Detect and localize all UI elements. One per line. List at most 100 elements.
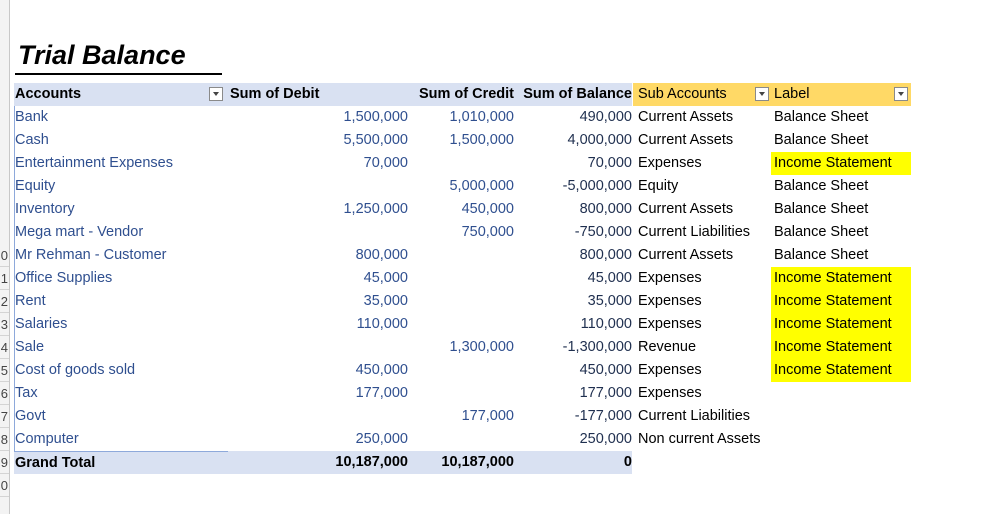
sub-account-cell[interactable]: Revenue: [638, 339, 697, 355]
label-cell[interactable]: Balance Sheet: [774, 224, 869, 240]
sub-account-cell[interactable]: Current Liabilities: [638, 224, 751, 240]
sub-account-cell[interactable]: Current Assets: [638, 247, 734, 263]
credit-cell[interactable]: 450,000: [461, 201, 514, 217]
credit-cell[interactable]: [408, 152, 514, 175]
balance-cell[interactable]: -177,000: [574, 408, 632, 424]
grand-total-label[interactable]: Grand Total: [14, 451, 228, 474]
label-cell[interactable]: Balance Sheet: [774, 201, 869, 217]
balance-header[interactable]: Sum of Balance: [514, 83, 632, 106]
label-cell[interactable]: Income Statement: [771, 267, 911, 290]
row-number-cell[interactable]: 0: [0, 244, 9, 267]
row-number-cell[interactable]: 3: [0, 313, 9, 336]
grand-total-debit[interactable]: 10,187,000: [228, 451, 408, 474]
balance-cell[interactable]: 177,000: [579, 385, 632, 401]
debit-cell[interactable]: [228, 175, 408, 198]
debit-cell[interactable]: 1,250,000: [343, 201, 408, 217]
debit-cell[interactable]: 250,000: [355, 431, 408, 447]
label-cell[interactable]: Income Statement: [771, 313, 911, 336]
grand-total-credit[interactable]: 10,187,000: [408, 451, 514, 474]
debit-cell[interactable]: 45,000: [363, 270, 408, 286]
row-number-cell[interactable]: 6: [0, 382, 9, 405]
account-cell[interactable]: Cash: [15, 132, 49, 148]
balance-cell[interactable]: 35,000: [587, 293, 632, 309]
label-cell[interactable]: Balance Sheet: [774, 178, 869, 194]
balance-cell[interactable]: -1,300,000: [562, 339, 632, 355]
sub-accounts-header[interactable]: Sub Accounts: [633, 83, 771, 106]
balance-cell[interactable]: -750,000: [574, 224, 632, 240]
credit-cell[interactable]: [408, 313, 514, 336]
account-cell[interactable]: Rent: [15, 293, 46, 309]
account-cell[interactable]: Tax: [15, 385, 38, 401]
credit-cell[interactable]: 1,500,000: [449, 132, 514, 148]
debit-cell[interactable]: [228, 336, 408, 359]
debit-cell[interactable]: 1,500,000: [343, 109, 408, 125]
balance-cell[interactable]: 45,000: [587, 270, 632, 286]
debit-cell[interactable]: 177,000: [355, 385, 408, 401]
credit-cell[interactable]: [408, 267, 514, 290]
debit-header[interactable]: Sum of Debit: [228, 83, 408, 106]
credit-cell[interactable]: [408, 359, 514, 382]
credit-cell[interactable]: [408, 244, 514, 267]
balance-cell[interactable]: 4,000,000: [567, 132, 632, 148]
balance-cell[interactable]: -5,000,000: [562, 178, 632, 194]
balance-cell[interactable]: 800,000: [579, 201, 632, 217]
sub-account-cell[interactable]: Current Assets: [638, 109, 734, 125]
balance-cell[interactable]: 110,000: [580, 316, 632, 332]
balance-cell[interactable]: 800,000: [579, 247, 632, 263]
sub-accounts-filter-dropdown-icon[interactable]: [755, 87, 769, 101]
account-cell[interactable]: Bank: [15, 109, 49, 125]
sub-account-cell[interactable]: Equity: [638, 178, 679, 194]
sub-account-cell[interactable]: Non current Assets: [638, 431, 761, 447]
sub-account-cell[interactable]: Expenses: [638, 293, 702, 309]
account-cell[interactable]: Cost of goods sold: [15, 362, 136, 378]
credit-header[interactable]: Sum of Credit: [408, 83, 514, 106]
credit-cell[interactable]: 1,010,000: [449, 109, 514, 125]
sub-account-cell[interactable]: Expenses: [638, 362, 702, 378]
account-cell[interactable]: Sale: [15, 339, 45, 355]
debit-cell[interactable]: 35,000: [363, 293, 408, 309]
balance-cell[interactable]: 250,000: [579, 431, 632, 447]
row-number-cell[interactable]: 1: [0, 267, 9, 290]
balance-cell[interactable]: 490,000: [579, 109, 632, 125]
row-number-cell[interactable]: 7: [0, 405, 9, 428]
accounts-filter-dropdown-icon[interactable]: [209, 87, 223, 101]
balance-cell[interactable]: 70,000: [587, 155, 632, 171]
label-cell[interactable]: [771, 382, 911, 405]
row-number-cell[interactable]: 4: [0, 336, 9, 359]
sub-account-cell[interactable]: Expenses: [638, 155, 702, 171]
row-number-cell[interactable]: 2: [0, 290, 9, 313]
debit-cell[interactable]: 5,500,000: [343, 132, 408, 148]
credit-cell[interactable]: 5,000,000: [449, 178, 514, 194]
label-cell[interactable]: [771, 428, 911, 451]
credit-cell[interactable]: 177,000: [461, 408, 514, 424]
sub-account-cell[interactable]: Expenses: [638, 270, 702, 286]
account-cell[interactable]: Inventory: [15, 201, 75, 217]
label-cell[interactable]: Income Statement: [771, 152, 911, 175]
row-number-cell[interactable]: 8: [0, 428, 9, 451]
account-cell[interactable]: Office Supplies: [15, 270, 113, 286]
label-cell[interactable]: [771, 405, 911, 428]
account-cell[interactable]: Mega mart - Vendor: [15, 224, 144, 240]
grand-total-balance[interactable]: 0: [514, 451, 632, 474]
label-header[interactable]: Label: [771, 83, 911, 106]
account-cell[interactable]: Computer: [15, 431, 79, 447]
credit-cell[interactable]: [408, 382, 514, 405]
label-cell[interactable]: Balance Sheet: [774, 109, 869, 125]
debit-cell[interactable]: 70,000: [363, 155, 408, 171]
debit-cell[interactable]: 450,000: [355, 362, 408, 378]
account-cell[interactable]: Govt: [15, 408, 46, 424]
sub-account-cell[interactable]: Current Assets: [638, 201, 734, 217]
row-number-cell[interactable]: 9: [0, 451, 9, 474]
row-number-cell[interactable]: 0: [0, 474, 9, 497]
label-cell[interactable]: Balance Sheet: [774, 132, 869, 148]
label-cell[interactable]: Income Statement: [771, 336, 911, 359]
sub-account-cell[interactable]: Current Liabilities: [638, 408, 751, 424]
credit-cell[interactable]: [408, 290, 514, 313]
credit-cell[interactable]: 1,300,000: [449, 339, 514, 355]
sub-account-cell[interactable]: Expenses: [638, 316, 702, 332]
account-cell[interactable]: Entertainment Expenses: [15, 155, 173, 171]
sub-account-cell[interactable]: Current Assets: [638, 132, 734, 148]
label-filter-dropdown-icon[interactable]: [894, 87, 908, 101]
debit-cell[interactable]: [228, 405, 408, 428]
account-cell[interactable]: Mr Rehman - Customer: [15, 247, 167, 263]
